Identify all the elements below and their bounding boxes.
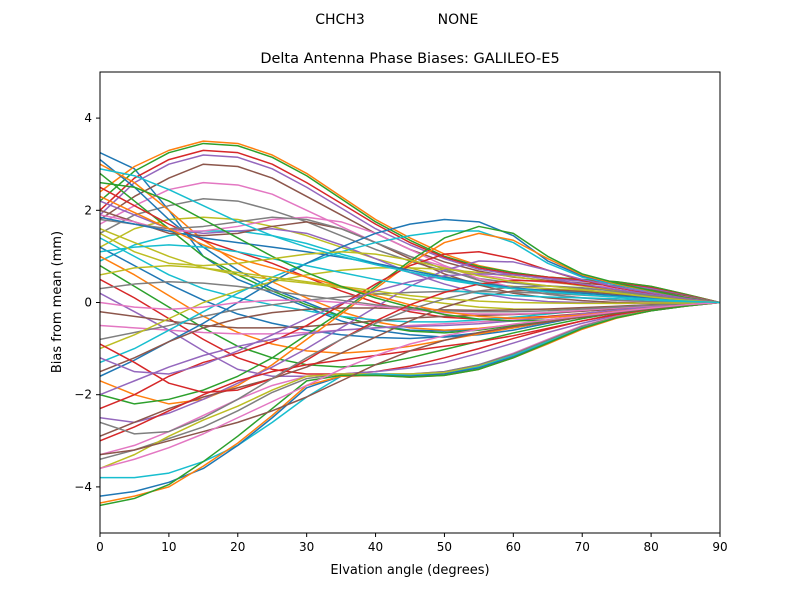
series-lines [100, 140, 720, 507]
y-tick-label: −2 [74, 388, 92, 402]
y-axis-label: Bias from mean (mm) [50, 231, 65, 373]
x-tick-label: 30 [299, 540, 314, 554]
series-line-s36 [100, 288, 720, 437]
series-line-s51 [100, 216, 720, 304]
series-line-s35 [100, 260, 720, 424]
series-line-s59 [100, 232, 720, 304]
x-tick-label: 60 [506, 540, 521, 554]
series-line-s03 [100, 142, 720, 304]
series-line-s33 [100, 225, 720, 405]
series-line-s29 [100, 267, 720, 350]
series-line-s34 [100, 251, 720, 410]
x-axis: 0 10 20 30 40 50 60 70 80 90 [96, 533, 728, 554]
chart-title: Delta Antenna Phase Biases: GALILEO-E5 [260, 51, 559, 67]
series-line-s25 [100, 292, 720, 378]
series-line-s43 [100, 301, 720, 507]
x-tick-label: 0 [96, 540, 104, 554]
series-line-s49 [100, 264, 720, 305]
x-tick-label: 80 [643, 540, 658, 554]
radome-label: NONE [438, 12, 479, 28]
series-line-s55 [100, 273, 720, 375]
series-line-s45 [100, 301, 720, 396]
x-tick-label: 10 [161, 540, 176, 554]
plot-clip [100, 140, 720, 507]
x-tick-label: 70 [575, 540, 590, 554]
x-tick-label: 50 [437, 540, 452, 554]
series-line-s58 [100, 285, 720, 435]
y-tick-label: −4 [74, 480, 92, 494]
series-line-s18 [100, 216, 720, 304]
y-tick-label: 0 [84, 296, 92, 310]
y-axis: −4 −2 0 2 4 [74, 111, 100, 494]
y-tick-label: 2 [84, 203, 92, 217]
x-tick-label: 40 [368, 540, 383, 554]
y-tick-label: 4 [84, 111, 92, 125]
series-line-s50 [100, 244, 720, 304]
series-line-s57 [100, 301, 720, 470]
x-tick-label: 90 [712, 540, 727, 554]
series-line-s16 [100, 209, 720, 304]
plot-area [99, 71, 721, 534]
x-axis-label: Elvation angle (degrees) [330, 563, 489, 578]
series-line-s60 [100, 168, 720, 304]
x-tick-label: 20 [230, 540, 245, 554]
station-label: CHCH3 [315, 12, 365, 28]
series-line-s30 [100, 230, 720, 364]
series-line-s56 [100, 301, 720, 456]
series-line-s48 [100, 281, 720, 313]
series-line-s26 [100, 301, 720, 329]
